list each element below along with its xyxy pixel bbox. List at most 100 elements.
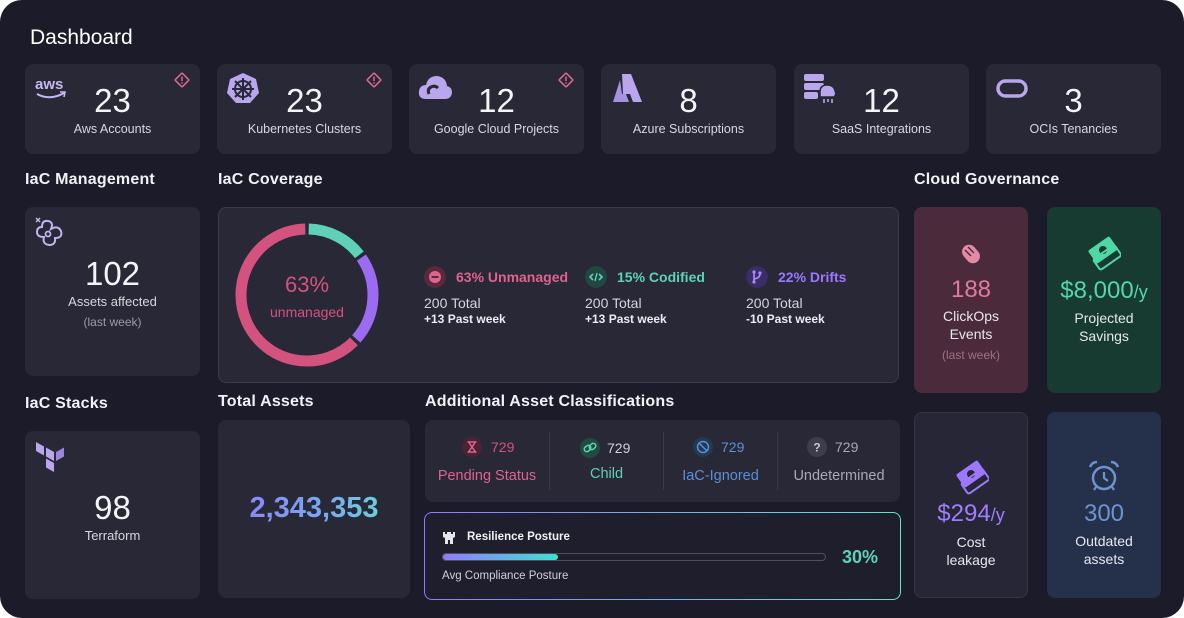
section-title-iac-stacks: IaC Stacks	[25, 395, 108, 412]
kpi-card-kubernetes[interactable]: 23 Kubernetes Clusters	[217, 64, 392, 154]
svg-text:?: ?	[813, 441, 820, 455]
resilience-progress-track	[442, 553, 826, 561]
classification-child[interactable]: 729 Child	[550, 420, 663, 502]
leakage-label-line1: Cost	[956, 534, 986, 550]
minus-circle-icon	[424, 266, 446, 288]
classifications-card: 729 Pending Status 729 Child 729 IaC-Ign…	[425, 420, 900, 502]
kpi-card-aws[interactable]: aws 23 Aws Accounts	[25, 64, 200, 154]
kpi-card-azure[interactable]: 8 Azure Subscriptions	[601, 64, 776, 154]
leakage-unit: /y	[990, 505, 1005, 525]
outdated-label-line1: Outdated	[1075, 533, 1133, 549]
iac-stacks-card[interactable]: 98 Terraform	[25, 431, 200, 599]
clickops-value: 188	[950, 276, 992, 303]
section-title-total-assets: Total Assets	[218, 393, 314, 410]
kpi-value: 3	[1064, 82, 1083, 119]
donut-segment-unmanaged	[235, 223, 358, 367]
iac-stacks-label: Terraform	[84, 528, 141, 543]
savings-amount: $8,000	[1060, 277, 1134, 304]
leakage-label-line2: leakage	[946, 552, 996, 568]
ignored-icon	[693, 437, 713, 457]
asset-graph-icon	[35, 217, 63, 247]
leakage-value: $294/y	[915, 500, 1027, 528]
clickops-sub: (last week)	[941, 348, 1000, 362]
code-icon	[585, 266, 607, 288]
aws-icon: aws	[35, 76, 66, 99]
branch-icon	[746, 266, 768, 288]
money-icon	[1088, 236, 1121, 271]
clickops-card[interactable]: 188 ClickOps Events (last week)	[914, 207, 1028, 393]
section-title-classifications: Additional Asset Classifications	[425, 393, 675, 410]
classification-label: Pending Status	[437, 468, 537, 484]
kpi-value: 8	[679, 82, 698, 119]
donut-label: unmanaged	[270, 304, 344, 320]
saas-icon	[804, 74, 837, 103]
kpi-value: 12	[863, 82, 900, 119]
iac-management-value: 102	[84, 255, 141, 292]
outdated-card[interactable]: 300 Outdated assets	[1047, 412, 1161, 598]
question-icon: ?	[807, 437, 827, 457]
kpi-value: 23	[286, 82, 323, 119]
coverage-item-name: 22% Drifts	[778, 269, 847, 285]
classification-undetermined[interactable]: ? 729 Undetermined	[778, 420, 900, 502]
alarm-clock-icon	[1088, 460, 1120, 491]
kpi-card-saas[interactable]: 12 SaaS Integrations	[794, 64, 969, 154]
kpi-label: Aws Accounts	[73, 122, 152, 136]
resilience-progress-fill	[443, 554, 558, 560]
google-cloud-icon	[418, 76, 452, 99]
coverage-item-total: 200 Total	[424, 295, 481, 311]
coverage-item-name: 63% Unmanaged	[456, 269, 569, 285]
savings-card[interactable]: $8,000/y Projected Savings	[1047, 207, 1161, 393]
donut-segment-codified	[308, 223, 364, 259]
link-icon	[580, 438, 600, 458]
coverage-item-week: -10 Past week	[746, 312, 825, 326]
coverage-item-week: +13 Past week	[585, 312, 667, 326]
kpi-card-oracle[interactable]: 3 OCIs Tenancies	[986, 64, 1161, 154]
resilience-card[interactable]: Resilience Posture 30% Avg Compliance Po…	[424, 512, 901, 600]
classification-label: Undetermined	[793, 468, 885, 484]
savings-label-line1: Projected	[1074, 310, 1134, 326]
kubernetes-icon	[227, 73, 259, 103]
resilience-subtitle: Avg Compliance Posture	[442, 570, 569, 582]
kpi-label: Azure Subscriptions	[632, 122, 745, 136]
section-title-cloud-governance: Cloud Governance	[914, 171, 1060, 188]
coverage-item-week: +13 Past week	[424, 312, 506, 326]
total-assets-value: 2,343,353	[218, 492, 410, 525]
iac-management-card[interactable]: 102 Assets affected (last week)	[25, 207, 200, 376]
total-assets-card[interactable]: 2,343,353	[218, 420, 410, 598]
clickops-label-line2: Events	[949, 326, 993, 342]
coverage-donut-chart	[235, 223, 379, 367]
section-title-iac-management: IaC Management	[25, 171, 155, 188]
kpi-value: 12	[478, 82, 515, 119]
kpi-card-google-cloud[interactable]: 12 Google Cloud Projects	[409, 64, 584, 154]
classification-iac-ignored[interactable]: 729 IaC-Ignored	[664, 420, 777, 502]
classification-count: 729	[835, 439, 859, 455]
leakage-card[interactable]: $294/y Cost leakage	[914, 412, 1028, 598]
castle-icon	[443, 532, 455, 544]
coverage-item-name: 15% Codified	[617, 269, 705, 285]
donut-segment-drifts	[352, 254, 379, 343]
kpi-value: 23	[94, 82, 131, 119]
kpi-label: SaaS Integrations	[831, 122, 932, 136]
iac-management-label: Assets affected	[68, 294, 157, 309]
divider	[663, 432, 664, 490]
coverage-item-total: 200 Total	[746, 295, 803, 311]
divider	[549, 432, 550, 490]
iac-stacks-value: 98	[94, 489, 131, 526]
savings-label-line2: Savings	[1079, 328, 1129, 344]
kpi-label: Google Cloud Projects	[433, 122, 560, 136]
resilience-percent: 30%	[842, 547, 879, 567]
divider	[777, 432, 778, 490]
mouse-icon	[962, 244, 980, 264]
clickops-label-line1: ClickOps	[942, 308, 999, 324]
page-title: Dashboard	[30, 26, 133, 49]
savings-value: $8,000/y	[1047, 277, 1161, 305]
donut-percent: 63%	[284, 272, 330, 297]
resilience-title: Resilience Posture	[467, 531, 570, 543]
coverage-item-total: 200 Total	[585, 295, 642, 311]
classification-pending[interactable]: 729 Pending Status	[425, 420, 549, 502]
kpi-label: OCIs Tenancies	[1029, 122, 1118, 136]
azure-icon	[613, 74, 642, 102]
section-title-iac-coverage: IaC Coverage	[218, 171, 323, 188]
iac-coverage-card[interactable]: 63% unmanaged 63% Unmanaged 200 Total +1…	[218, 207, 899, 383]
